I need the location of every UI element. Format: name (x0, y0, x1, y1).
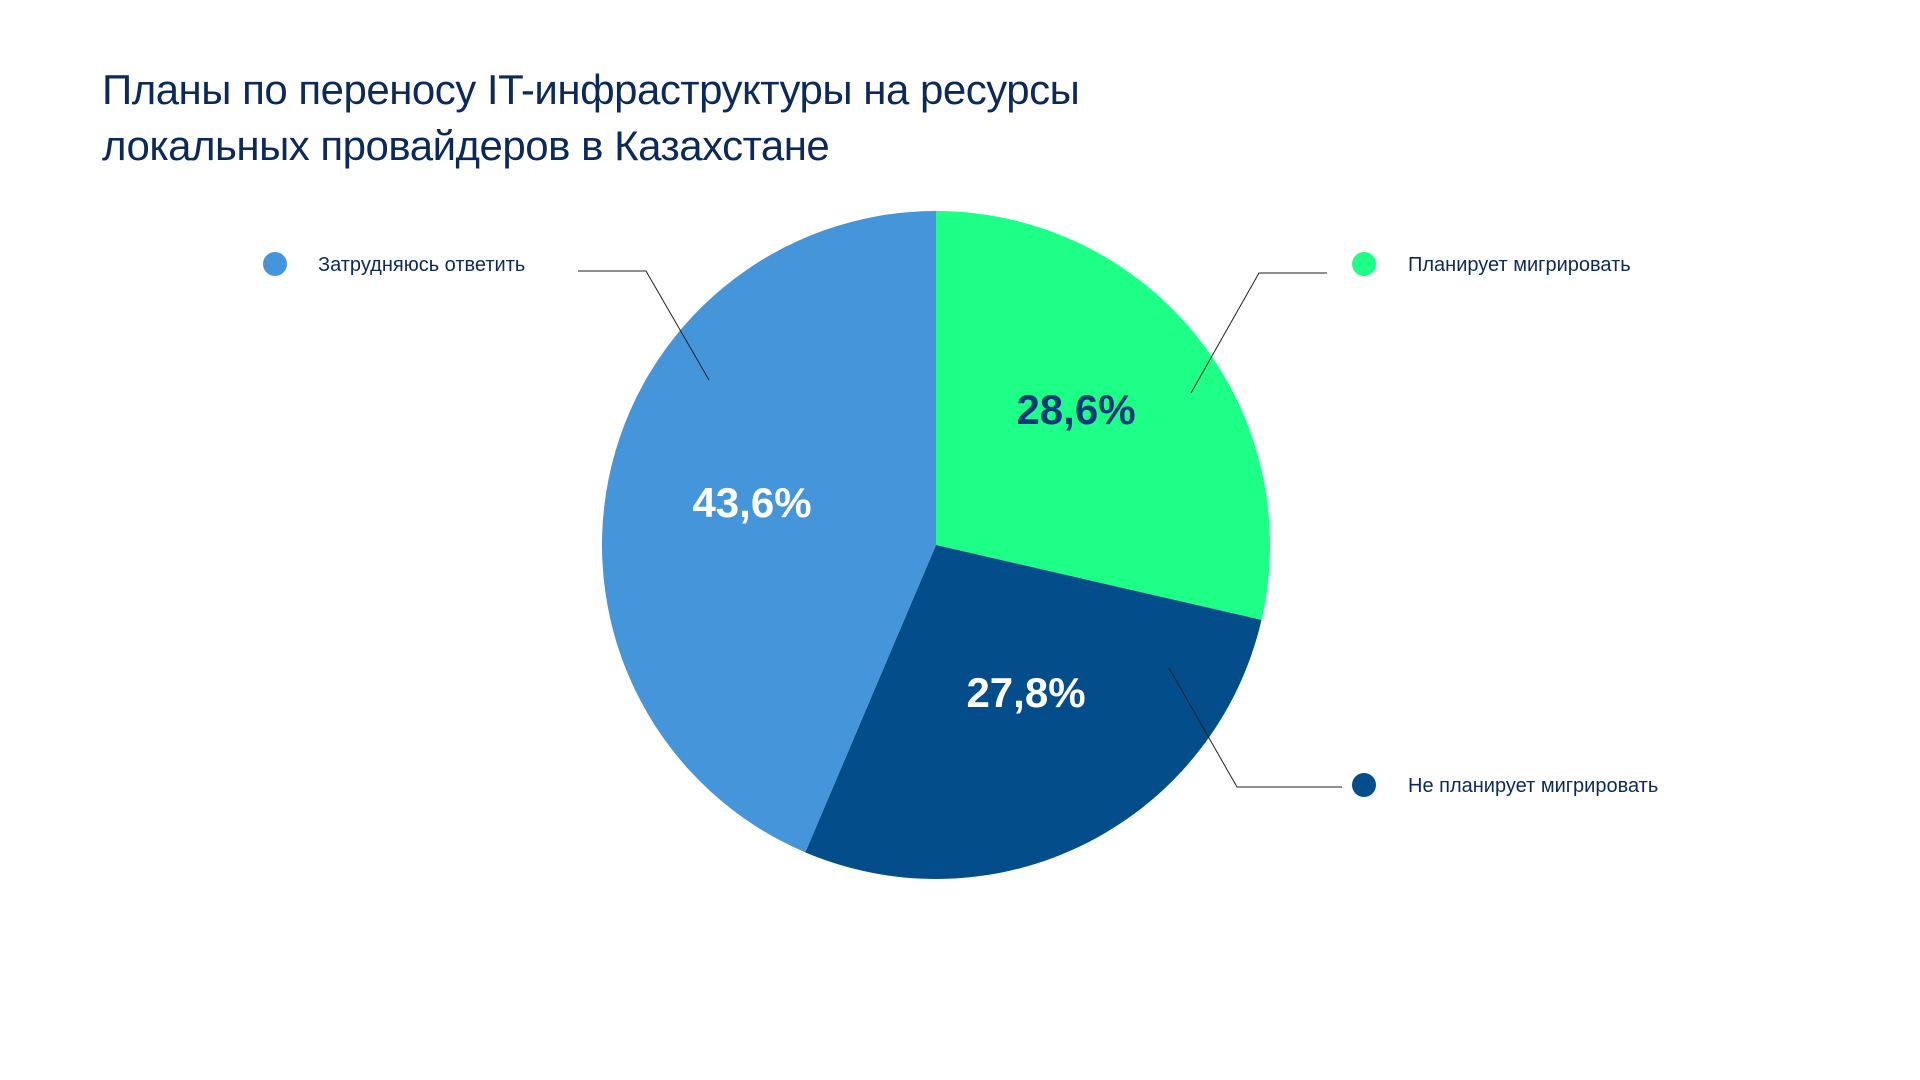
chart-title-line-2: локальных провайдеров в Казахстане (102, 122, 830, 169)
legend-dot-ne-planiruet (1352, 773, 1376, 797)
pie-slice-planiruet (936, 211, 1270, 620)
legend-label-ne-planiruet: Не планирует мигрировать (1408, 775, 1658, 797)
value-label-planiruet: 28,6% (1016, 386, 1135, 433)
value-label-ne-planiruet: 27,8% (966, 669, 1085, 716)
chart-title-line-1: Планы по переносу IT-инфраструктуры на р… (102, 66, 1080, 113)
legend-dot-planiruet (1352, 252, 1376, 276)
pie-slice-zatrudnyayus (602, 211, 936, 853)
leader-line-zatrudnyayus (578, 270, 710, 381)
legend-dot-zatrudnyayus (263, 252, 287, 276)
leader-line-planiruet (1190, 272, 1327, 394)
legend-label-planiruet: Планирует мигрировать (1408, 254, 1631, 276)
pie-slice-ne-planiruet (805, 545, 1262, 879)
chart-title: Планы по переносу IT-инфраструктуры на р… (102, 62, 1080, 174)
legend-label-zatrudnyayus: Затрудняюсь ответить (318, 254, 525, 276)
value-label-zatrudnyayus: 43,6% (692, 479, 811, 526)
leader-line-ne-planiruet (1168, 667, 1342, 788)
